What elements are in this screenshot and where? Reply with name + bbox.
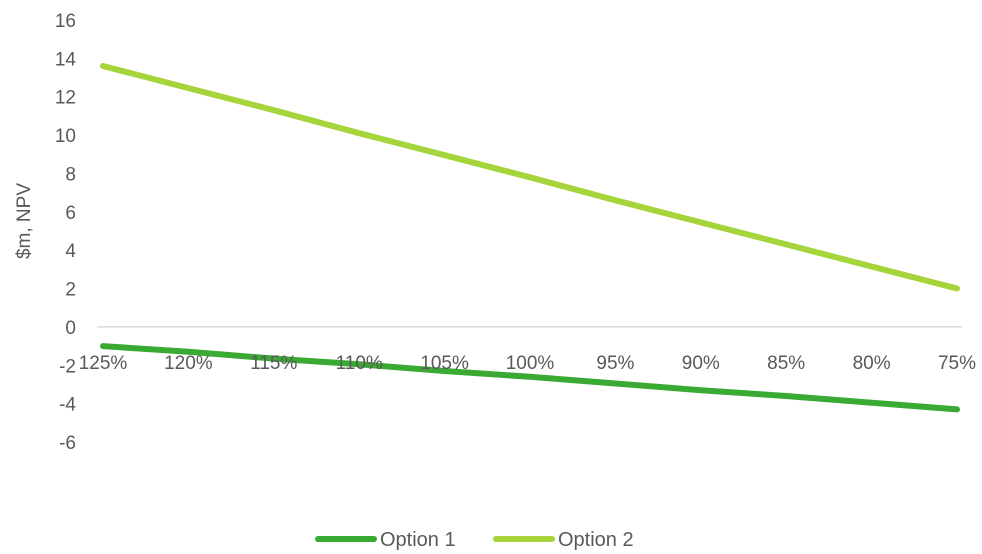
y-tick-label: -6 [59,433,76,454]
y-tick-label: 0 [65,318,76,339]
y-tick-label: 8 [65,164,76,185]
x-tick-label: 95% [596,353,634,374]
x-tick-label: 80% [853,353,891,374]
y-tick-label: -2 [59,356,76,377]
legend-label-option-1: Option 1 [380,529,456,551]
y-tick-label: 14 [55,49,77,70]
y-tick-label: 6 [65,203,76,224]
series-lines [100,63,960,413]
x-tick-label: 105% [420,353,469,374]
x-tick-label: 120% [164,353,213,374]
x-tick-label: 85% [767,353,805,374]
y-tick-label: 12 [55,88,76,109]
x-axis-ticks: 125% 120% 115% 110% 105% 100% 95% 90% 85% 80% 75% [79,353,976,374]
x-tick-label: 110% [336,353,383,374]
x-tick-label: 90% [682,353,720,374]
y-tick-label: 16 [55,11,76,32]
y-axis-title: $m, NPV [14,183,35,259]
x-tick-label: 100% [506,353,555,374]
series-line-option-1 [100,343,960,413]
x-tick-label: 75% [938,353,976,374]
legend: Option 1 Option 2 [315,529,634,551]
x-tick-label: 125% [79,353,128,374]
y-tick-label: -4 [59,395,76,416]
y-tick-label: 4 [65,241,76,262]
legend-label-option-2: Option 2 [558,529,634,551]
x-tick-label: 115% [250,353,297,374]
y-axis-ticks: 16 14 12 10 8 6 4 2 0 -2 -4 -6 [55,11,77,454]
series-line-option-2 [100,63,960,292]
y-tick-label: 2 [65,280,76,301]
y-tick-label: 10 [55,126,76,147]
